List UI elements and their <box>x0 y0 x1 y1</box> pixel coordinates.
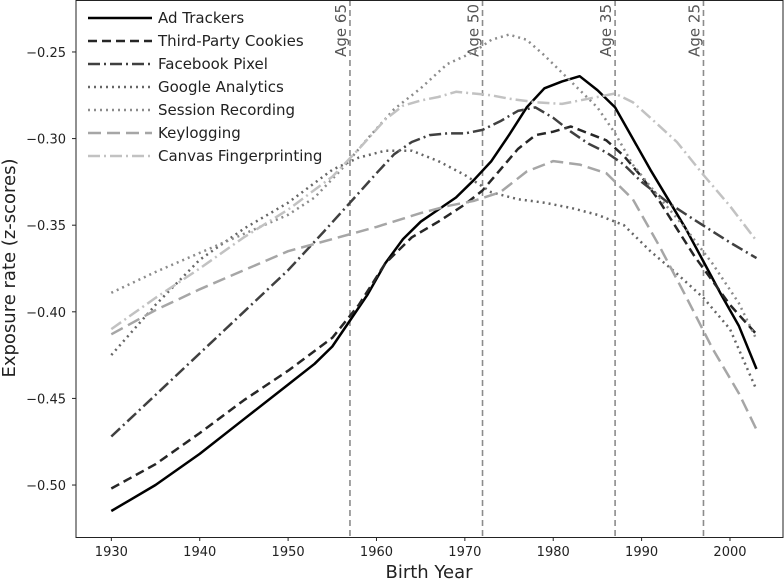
legend: Ad Trackers Third-Party Cookies Facebook P… <box>88 9 322 165</box>
reference-line-label: Age 50 <box>465 4 483 57</box>
y-tick-label: −0.35 <box>26 219 66 234</box>
x-axis-ticks: 1930 1940 1950 1960 1970 1980 1990 2000 <box>95 537 747 560</box>
x-tick-label: 1990 <box>625 545 658 560</box>
series-line <box>110 90 758 331</box>
y-axis-ticks: −0.25 −0.30 −0.35 −0.40 −0.45 −0.50 <box>26 46 76 494</box>
reference-lines: Age 65 Age 50 Age 35 Age 25 <box>332 0 705 537</box>
legend-label: Third-Party Cookies <box>157 32 304 50</box>
x-tick-label: 1940 <box>183 545 216 560</box>
x-tick-label: 1960 <box>360 545 393 560</box>
plot-frame <box>75 0 784 538</box>
legend-label: Ad Trackers <box>158 9 244 27</box>
legend-label: Canvas Fingerprinting <box>158 147 322 165</box>
reference-line-label: Age 25 <box>685 4 703 57</box>
x-tick-label: 1970 <box>448 545 481 560</box>
x-tick-label: 1950 <box>272 545 305 560</box>
x-tick-label: 1930 <box>95 545 128 560</box>
series-line <box>110 106 758 438</box>
y-tick-label: −0.45 <box>26 392 66 407</box>
series-line <box>110 159 758 431</box>
series-line <box>110 125 758 490</box>
series-line <box>110 149 758 391</box>
reference-line-label: Age 35 <box>597 4 615 57</box>
x-tick-label: 1980 <box>537 545 570 560</box>
legend-label: Facebook Pixel <box>158 55 268 73</box>
y-tick-label: −0.25 <box>26 46 66 61</box>
series-line <box>110 33 758 341</box>
y-tick-label: −0.30 <box>26 133 66 148</box>
y-tick-label: −0.50 <box>26 479 66 494</box>
y-axis-label: Exposure rate (z-scores) <box>0 158 20 377</box>
legend-label: Google Analytics <box>158 78 284 96</box>
reference-line-label: Age 65 <box>332 4 350 57</box>
legend-label: Keylogging <box>158 124 241 142</box>
series-line <box>110 74 758 513</box>
legend-label: Session Recording <box>158 101 295 119</box>
y-tick-label: −0.40 <box>26 306 66 321</box>
x-axis-label: Birth Year <box>385 562 473 583</box>
x-tick-label: 2000 <box>713 545 746 560</box>
series-lines <box>110 33 758 513</box>
